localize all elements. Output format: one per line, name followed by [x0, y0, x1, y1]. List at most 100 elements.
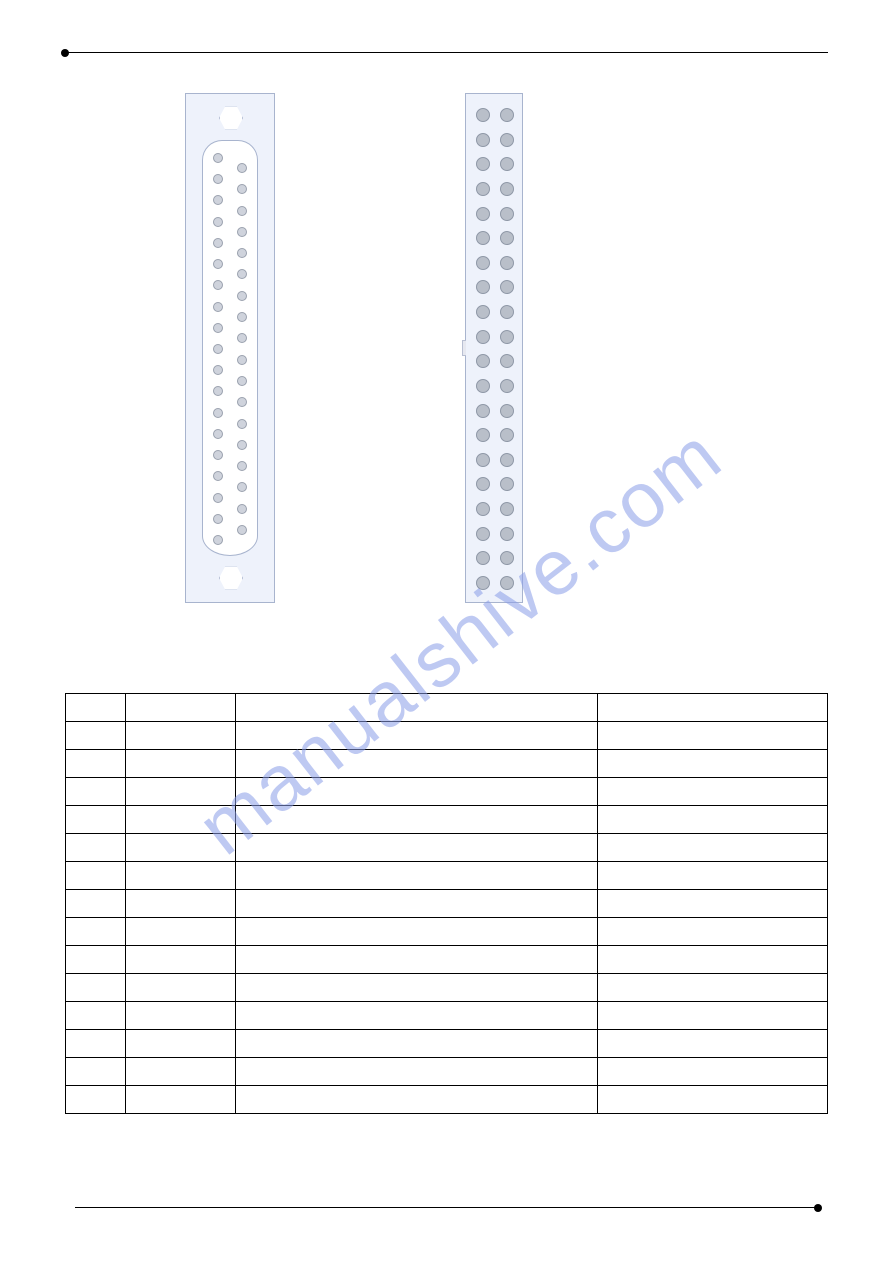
- footer-rule: [75, 1207, 818, 1208]
- db37-pin: [237, 248, 247, 258]
- header-pin: [500, 428, 514, 442]
- table-cell: [66, 890, 126, 918]
- table-cell: [236, 834, 598, 862]
- table-cell: [236, 890, 598, 918]
- table-cell: [236, 778, 598, 806]
- header-pin: [500, 477, 514, 491]
- db37-pin: [213, 471, 223, 481]
- db37-pin: [237, 184, 247, 194]
- table-cell: [66, 806, 126, 834]
- header-rule: [65, 52, 828, 53]
- table-row: [66, 778, 828, 806]
- db37-pin: [213, 365, 223, 375]
- db37-pin: [237, 291, 247, 301]
- db37-pin: [213, 535, 223, 545]
- table-cell: [126, 750, 236, 778]
- table-cell: [126, 694, 236, 722]
- table-cell: [126, 946, 236, 974]
- header-pin: [476, 477, 490, 491]
- db37-pin: [213, 259, 223, 269]
- table-cell: [66, 694, 126, 722]
- table-cell: [236, 1058, 598, 1086]
- table-row: [66, 974, 828, 1002]
- table-cell: [236, 750, 598, 778]
- header-key-notch: [462, 340, 466, 356]
- table-cell: [66, 834, 126, 862]
- table-row: [66, 1086, 828, 1114]
- header-pin: [500, 502, 514, 516]
- db37-pin: [237, 440, 247, 450]
- table-row: [66, 1002, 828, 1030]
- table-row: [66, 750, 828, 778]
- db37-pin: [213, 344, 223, 354]
- db37-pin: [213, 408, 223, 418]
- db37-pin: [237, 333, 247, 343]
- header-pin: [500, 157, 514, 171]
- header-pin: [500, 527, 514, 541]
- table-cell: [66, 862, 126, 890]
- db37-pin: [213, 514, 223, 524]
- header-pin: [500, 576, 514, 590]
- header-pin: [476, 231, 490, 245]
- table-cell: [598, 806, 828, 834]
- table-cell: [66, 974, 126, 1002]
- table-cell: [126, 1002, 236, 1030]
- table-cell: [598, 918, 828, 946]
- header-pin: [476, 502, 490, 516]
- table-cell: [598, 722, 828, 750]
- table-cell: [126, 806, 236, 834]
- table-cell: [598, 778, 828, 806]
- table-row: [66, 722, 828, 750]
- header-pin: [476, 133, 490, 147]
- header-pin: [500, 231, 514, 245]
- db37-pin: [213, 429, 223, 439]
- db37-pin: [213, 195, 223, 205]
- header-40pin-connector: [465, 93, 523, 603]
- table-cell: [126, 1086, 236, 1114]
- table-cell: [598, 694, 828, 722]
- table-cell: [66, 946, 126, 974]
- db37-pin: [237, 482, 247, 492]
- header-pin: [500, 207, 514, 221]
- table-cell: [236, 862, 598, 890]
- header-pin: [476, 157, 490, 171]
- table-cell: [236, 1086, 598, 1114]
- db37-pin: [213, 174, 223, 184]
- table-cell: [66, 1002, 126, 1030]
- table-cell: [598, 974, 828, 1002]
- table-row: [66, 890, 828, 918]
- header-pin: [500, 379, 514, 393]
- screw-hex-top: [219, 106, 243, 130]
- header-pin: [476, 354, 490, 368]
- table-cell: [598, 946, 828, 974]
- header-pin: [476, 305, 490, 319]
- pin-assignment-table: [65, 693, 828, 1114]
- header-pin: [476, 551, 490, 565]
- header-pin: [476, 453, 490, 467]
- db37-pin: [237, 269, 247, 279]
- table-row: [66, 1058, 828, 1086]
- table-cell: [598, 862, 828, 890]
- table-cell: [66, 1058, 126, 1086]
- table-row: [66, 1030, 828, 1058]
- db37-pin: [237, 355, 247, 365]
- db37-pin: [237, 312, 247, 322]
- table-cell: [598, 1002, 828, 1030]
- table-cell: [236, 974, 598, 1002]
- header-pin: [476, 256, 490, 270]
- header-pin: [476, 108, 490, 122]
- header-pin: [500, 330, 514, 344]
- table-cell: [598, 750, 828, 778]
- db37-pin: [237, 163, 247, 173]
- table-cell: [126, 722, 236, 750]
- db37-pin: [213, 493, 223, 503]
- header-pin: [500, 108, 514, 122]
- header-pin: [500, 182, 514, 196]
- table-cell: [126, 834, 236, 862]
- table-cell: [66, 1086, 126, 1114]
- table-row: [66, 806, 828, 834]
- header-pin: [476, 404, 490, 418]
- header-pin: [500, 280, 514, 294]
- header-pin: [500, 551, 514, 565]
- table-cell: [598, 890, 828, 918]
